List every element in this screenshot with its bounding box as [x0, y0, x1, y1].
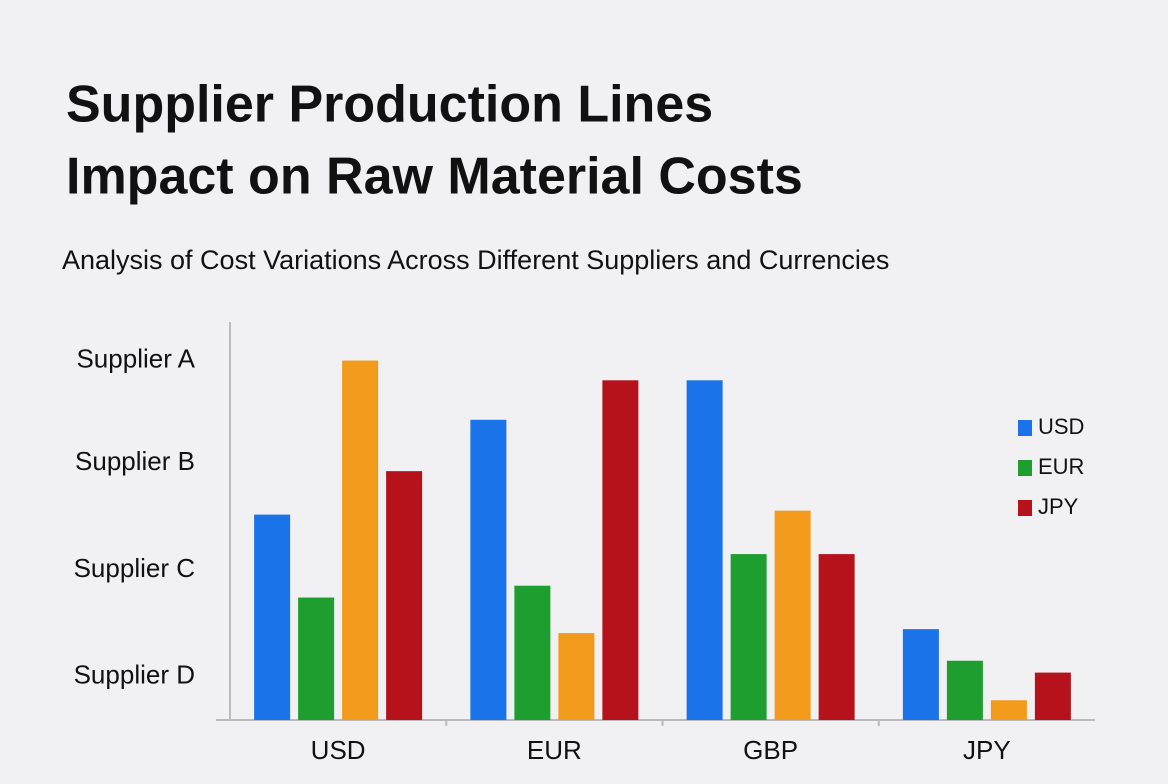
bar: [298, 597, 335, 720]
y-tick-label: Supplier B: [75, 446, 195, 476]
bar: [386, 471, 423, 720]
y-tick-label: Supplier C: [74, 553, 195, 583]
bar: [558, 633, 595, 720]
x-tick-label: JPY: [963, 735, 1011, 765]
bar: [514, 585, 551, 720]
bar: [774, 510, 811, 720]
legend-label: EUR: [1038, 454, 1084, 479]
bar: [342, 360, 379, 720]
legend-swatch: [1018, 420, 1032, 436]
x-tick-label: USD: [311, 735, 366, 765]
bar: [254, 514, 291, 720]
bar: [1034, 672, 1071, 720]
chart-subtitle: Analysis of Cost Variations Across Diffe…: [62, 245, 889, 275]
bar: [470, 419, 507, 720]
bar: [990, 700, 1027, 720]
legend-swatch: [1018, 500, 1032, 516]
bar: [818, 554, 855, 720]
bar: [602, 380, 639, 720]
y-tick-label: Supplier A: [76, 343, 195, 373]
x-tick-label: GBP: [743, 735, 798, 765]
bar: [902, 629, 939, 720]
legend-label: USD: [1038, 414, 1084, 439]
chart-title: Supplier Production Lines: [66, 76, 713, 134]
chart-title: Impact on Raw Material Costs: [66, 148, 803, 206]
legend-label: JPY: [1038, 494, 1079, 519]
bar: [730, 554, 767, 720]
legend-swatch: [1018, 460, 1032, 476]
x-tick-label: EUR: [527, 735, 582, 765]
bar: [686, 380, 723, 720]
y-tick-label: Supplier D: [74, 659, 195, 689]
bar: [946, 660, 983, 720]
